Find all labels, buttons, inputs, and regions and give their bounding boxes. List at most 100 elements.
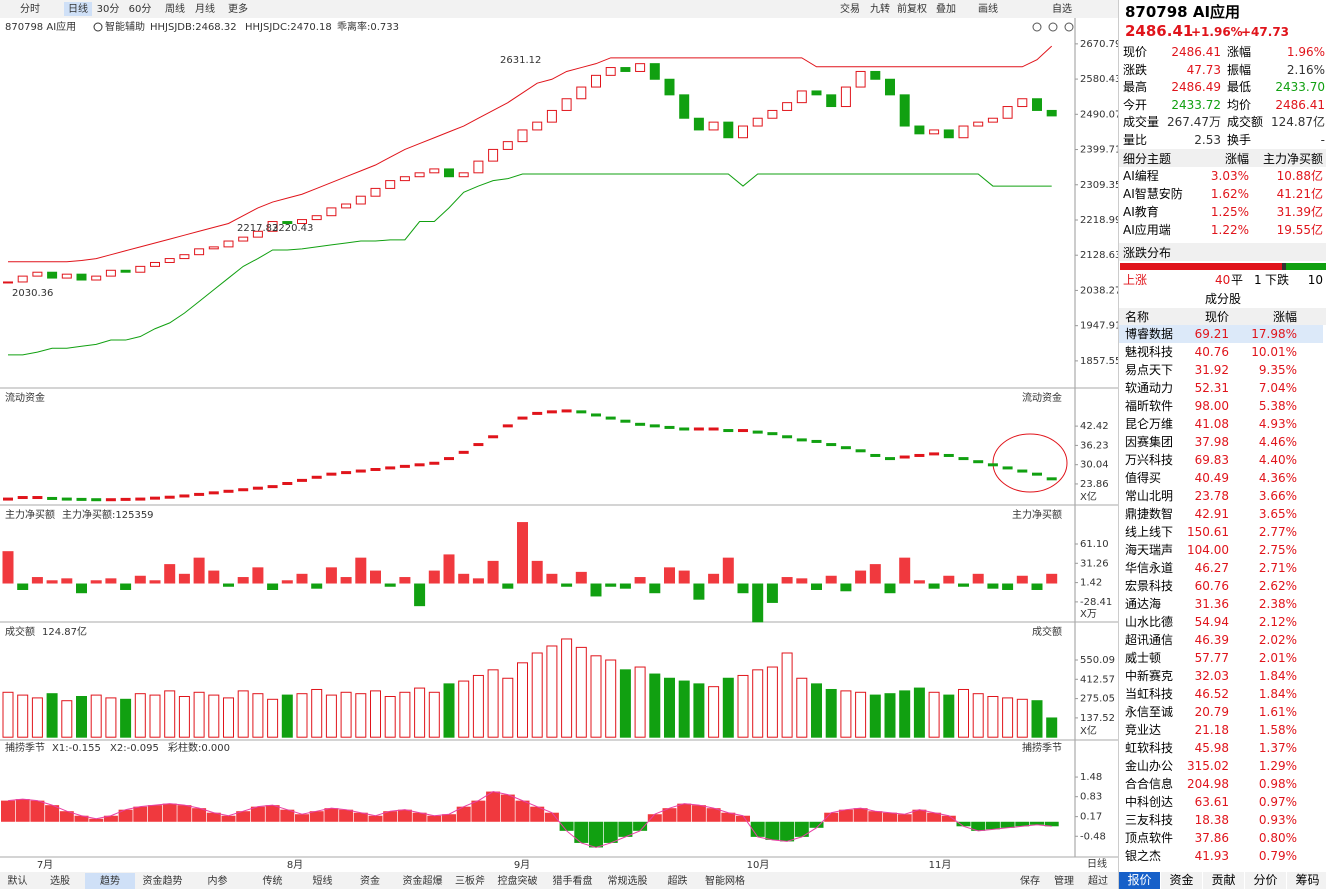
panel-title: 主力净买额 [5, 508, 55, 521]
stock-name[interactable]: 值得买 [1125, 471, 1162, 485]
sector-name[interactable]: AI应用端 [1123, 223, 1171, 237]
stock-name[interactable]: 当虹科技 [1125, 687, 1174, 701]
stock-name[interactable]: 威士顿 [1125, 651, 1162, 665]
stock-name[interactable]: 宏景科技 [1125, 579, 1174, 593]
stock-name[interactable]: 永信至诚 [1125, 705, 1174, 719]
stock-name[interactable]: 昆仑万维 [1125, 417, 1174, 431]
toolbar-button[interactable]: 更多 [228, 2, 248, 15]
y-tick-label: 1.48 [1080, 772, 1102, 783]
toolbar-button[interactable]: 交易 [840, 2, 860, 15]
sector-name[interactable]: AI智慧安防 [1123, 187, 1183, 201]
separators [0, 387, 1118, 858]
osc-bar [442, 814, 456, 822]
stock-name[interactable]: 因赛集团 [1125, 435, 1174, 449]
right-tab[interactable]: 报价 [1119, 872, 1160, 889]
bottom-tab[interactable]: 选股 [50, 874, 70, 887]
toolbar-button[interactable]: 前复权 [897, 2, 927, 15]
bottom-tab[interactable]: 趋势 [100, 874, 120, 887]
stock-name[interactable]: 易点天下 [1125, 363, 1174, 377]
stock-name[interactable]: 虹软科技 [1125, 741, 1174, 755]
stock-name[interactable]: 山水比德 [1125, 615, 1174, 629]
toolbar-button[interactable]: 九转 [870, 2, 890, 15]
bottom-action[interactable]: 超过 [1088, 874, 1108, 887]
dist-label: 上涨 [1123, 273, 1148, 287]
toolbar-button[interactable]: 月线 [195, 2, 215, 15]
right-tab[interactable]: 贡献 [1203, 872, 1244, 889]
bottom-tab[interactable]: 常规选股 [608, 874, 648, 887]
stock-name[interactable]: 海天瑞声 [1125, 543, 1174, 557]
quote-label: 成交额 [1227, 115, 1264, 129]
toolbar-button[interactable]: 叠加 [936, 3, 956, 15]
stock-name[interactable]: 鼎捷数智 [1125, 507, 1174, 521]
toolbar-button[interactable]: 30分 [97, 3, 120, 15]
right-tab[interactable]: 筹码 [1287, 872, 1326, 889]
osc-bar [280, 809, 295, 822]
stock-name[interactable]: 魅视科技 [1125, 345, 1174, 359]
bottom-tab[interactable]: 资金 [360, 874, 380, 887]
stock-price: 45.98 [1194, 741, 1229, 755]
section-title: 涨跌分布 [1123, 246, 1172, 260]
stock-name[interactable]: 福昕软件 [1125, 399, 1174, 413]
volume-bar [458, 680, 470, 738]
stock-name[interactable]: 通达海 [1125, 597, 1162, 611]
panel-title: 捕捞季节 [5, 741, 45, 754]
stock-name[interactable]: 中科创达 [1125, 795, 1174, 809]
bottom-tab[interactable]: 传统 [263, 874, 283, 887]
bottom-tab[interactable]: 三板斧 [455, 874, 485, 887]
toolbar-button[interactable]: 60分 [129, 3, 152, 15]
stock-name[interactable]: 线上线下 [1125, 525, 1174, 539]
right-tab[interactable]: 资金 [1161, 872, 1202, 889]
bottom-tab[interactable]: 资金趋势 [143, 874, 183, 887]
bottom-tab[interactable]: 智能网格 [705, 874, 745, 887]
inflow-bar [1031, 583, 1043, 590]
bottom-tab[interactable]: 默认 [8, 874, 28, 887]
quote-label: 今开 [1123, 97, 1148, 112]
bottom-tab[interactable]: 猎手看盘 [553, 874, 593, 887]
sector-name[interactable]: AI教育 [1123, 205, 1159, 219]
period-tab[interactable]: 日线 [1087, 857, 1107, 870]
stock-name[interactable]: 合合信息 [1125, 777, 1174, 791]
bottom-action[interactable]: 保存 [1020, 874, 1040, 887]
toolbar-button[interactable]: 分时 [20, 3, 40, 15]
sector-name[interactable]: AI编程 [1123, 169, 1159, 183]
bottom-tab[interactable]: 超跌 [668, 874, 688, 887]
stock-name[interactable]: 三友科技 [1125, 813, 1174, 827]
osc-bar [309, 811, 324, 822]
stock-name[interactable]: 超讯通信 [1125, 633, 1174, 647]
volume-bar [296, 693, 308, 738]
stock-name[interactable]: 华信永道 [1125, 561, 1174, 575]
stock-name[interactable]: 中新赛克 [1125, 669, 1174, 683]
osc-bar [897, 814, 912, 822]
toolbar-button[interactable]: 周线 [165, 2, 185, 15]
osc-bar [295, 814, 309, 822]
volume-bar [664, 677, 675, 738]
toolbar-button[interactable]: 日线 [68, 2, 88, 15]
bottom-tab[interactable]: 资金超爆 [403, 874, 443, 887]
stock-name[interactable]: 软通动力 [1125, 381, 1174, 395]
stock-name[interactable]: 顶点软件 [1125, 831, 1174, 845]
stock-name[interactable]: 博睿数据 [1125, 327, 1174, 341]
bottom-action[interactable]: 管理 [1054, 874, 1074, 887]
right-tab[interactable]: 分价 [1245, 872, 1286, 889]
stock-name[interactable]: 竞业达 [1125, 723, 1162, 737]
toolbar-button[interactable]: 画线 [978, 2, 998, 15]
y-tick-label: 2580.43 [1080, 74, 1118, 85]
dist-count: 40 [1215, 273, 1231, 287]
bottom-tab[interactable]: 短线 [313, 874, 333, 887]
bottom-tab[interactable]: 内参 [208, 874, 228, 887]
inflow-bar [296, 573, 308, 584]
osc-bar [809, 821, 824, 828]
bottom-tab[interactable]: 控盘突破 [498, 874, 538, 887]
stock-price: 69.83 [1194, 453, 1229, 467]
inflow-bar [708, 573, 720, 584]
toolbar-button[interactable]: 自选 [1052, 2, 1072, 15]
stock-name[interactable]: 常山北明 [1125, 489, 1174, 503]
inflow-bar [105, 578, 117, 584]
inflow-bar [384, 583, 396, 587]
stock-name[interactable]: 万兴科技 [1125, 453, 1174, 467]
stock-name[interactable]: 银之杰 [1125, 849, 1162, 863]
stock-name[interactable]: 金山办公 [1125, 759, 1174, 773]
osc-bar [559, 821, 574, 831]
y-tick-label: 0.17 [1080, 812, 1102, 823]
